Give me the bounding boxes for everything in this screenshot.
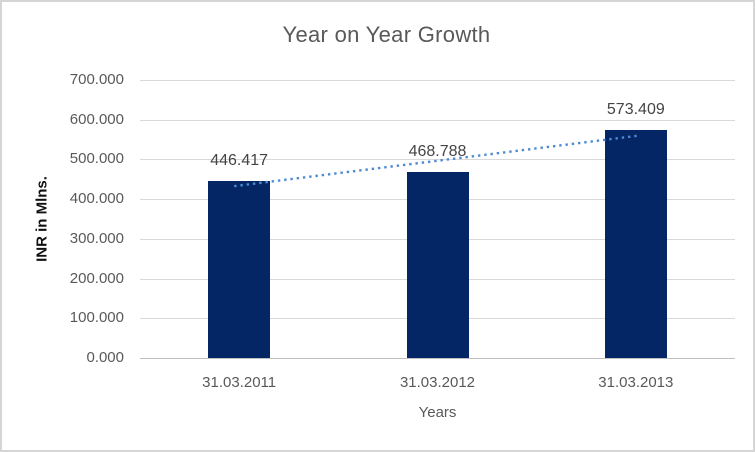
x-axis-line: [140, 358, 735, 359]
gridline: [140, 119, 735, 121]
y-tick-label: 200.000: [69, 269, 124, 287]
data-label: 468.788: [408, 142, 467, 160]
y-tick-label: 300.000: [69, 229, 124, 247]
bar: [208, 180, 271, 358]
gridline: [140, 159, 735, 161]
x-tick-label: 31.03.2011: [202, 374, 277, 391]
chart-title: Year on Year Growth: [282, 22, 491, 47]
trendline-segment: [234, 134, 638, 188]
y-tick-label: 500.000: [69, 150, 124, 168]
x-tick-label: 31.03.2013: [598, 374, 674, 391]
bar: [604, 130, 667, 358]
y-tick-label: 600.000: [69, 110, 124, 128]
data-label: 573.409: [606, 101, 665, 119]
x-axis-title: Years: [418, 404, 457, 421]
bar: [406, 171, 469, 358]
x-tick-label: 31.03.2012: [399, 374, 476, 391]
y-tick-label: 400.000: [69, 190, 124, 208]
y-tick-label: 700.000: [69, 71, 124, 88]
y-tick-label: 0.000: [86, 349, 124, 366]
data-label: 446.417: [210, 151, 269, 169]
y-tick-label: 100.000: [69, 309, 124, 327]
gridline: [140, 80, 735, 81]
